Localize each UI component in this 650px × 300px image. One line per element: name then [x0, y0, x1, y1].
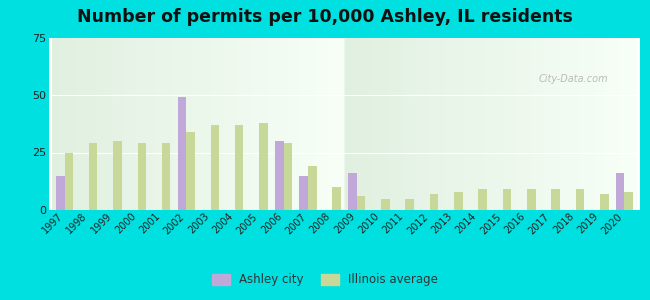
Bar — [89, 143, 98, 210]
Bar — [177, 97, 187, 210]
Bar — [616, 173, 625, 210]
Bar — [275, 141, 283, 210]
Bar — [357, 196, 365, 210]
Bar — [138, 143, 146, 210]
Bar — [64, 152, 73, 210]
Bar — [406, 199, 414, 210]
Legend: Ashley city, Illinois average: Ashley city, Illinois average — [207, 269, 443, 291]
Bar — [113, 141, 122, 210]
Bar — [430, 194, 438, 210]
Bar — [478, 189, 487, 210]
Bar — [551, 189, 560, 210]
Bar — [502, 189, 512, 210]
Text: Number of permits per 10,000 Ashley, IL residents: Number of permits per 10,000 Ashley, IL … — [77, 8, 573, 26]
Bar — [576, 189, 584, 210]
Bar — [300, 176, 308, 210]
Bar — [56, 176, 64, 210]
Bar — [454, 192, 463, 210]
Bar — [625, 192, 633, 210]
Bar — [527, 189, 536, 210]
Text: City-Data.com: City-Data.com — [538, 74, 608, 83]
Bar — [381, 199, 389, 210]
Bar — [235, 125, 244, 210]
Bar — [187, 132, 195, 210]
Bar — [259, 123, 268, 210]
Bar — [308, 166, 317, 210]
Bar — [211, 125, 219, 210]
Bar — [283, 143, 292, 210]
Bar — [348, 173, 357, 210]
Bar — [600, 194, 608, 210]
Bar — [162, 143, 170, 210]
Bar — [332, 187, 341, 210]
